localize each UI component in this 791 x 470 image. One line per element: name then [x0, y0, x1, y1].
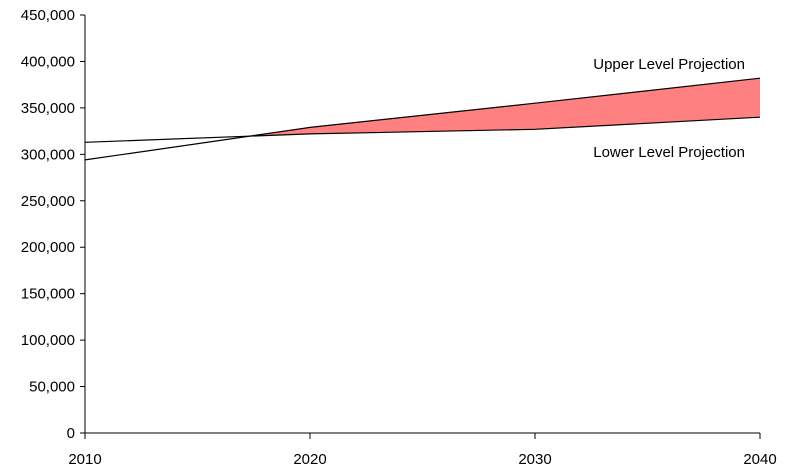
y-tick-label: 400,000	[21, 53, 75, 70]
x-tick-label: 2030	[518, 451, 551, 468]
axis-layer: 0 50,000 100,000 150,000 200,000 250,000 300,0…	[21, 7, 777, 468]
y-tick-label: 0	[67, 425, 75, 442]
y-tick-label: 250,000	[21, 193, 75, 210]
x-tick-label: 2020	[293, 451, 326, 468]
y-tick-label: 50,000	[29, 379, 75, 396]
upper-projection-line	[84, 77, 761, 161]
y-tick-label: 300,000	[21, 146, 75, 163]
y-tick-label: 200,000	[21, 239, 75, 256]
x-tick-label: 2040	[743, 451, 776, 468]
y-tick-label: 100,000	[21, 332, 75, 349]
x-tick-label: 2010	[68, 451, 101, 468]
lower-series-label: Lower Level Projection	[593, 144, 745, 161]
label-layer: Upper Level Projection Lower Level Proje…	[593, 56, 745, 161]
y-tick-label: 350,000	[21, 100, 75, 117]
upper-series-label: Upper Level Projection	[593, 56, 745, 73]
lower-projection-line	[84, 116, 761, 143]
y-tick-label: 450,000	[21, 7, 75, 24]
line-layer	[84, 77, 761, 161]
y-tick-label: 150,000	[21, 286, 75, 303]
